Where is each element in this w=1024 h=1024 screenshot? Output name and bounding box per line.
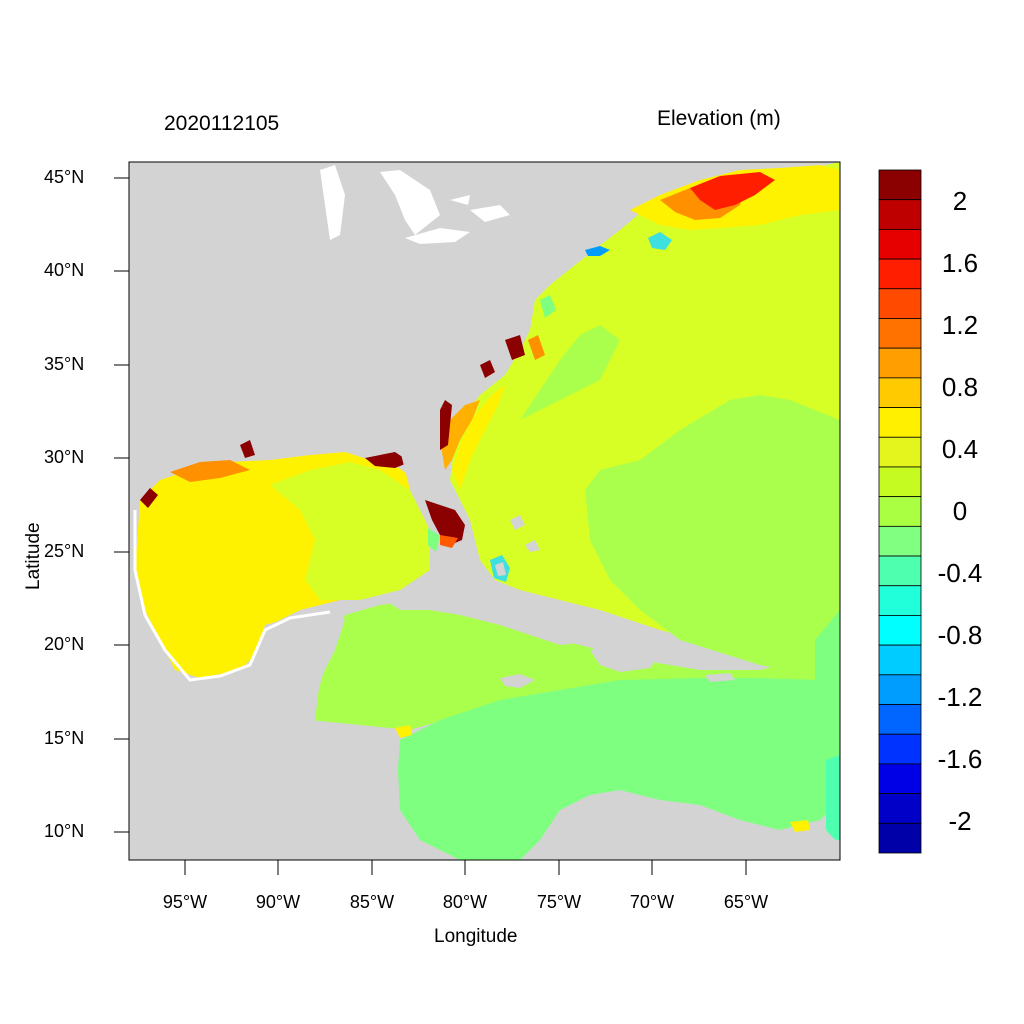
caribbean-east-edge bbox=[815, 610, 840, 790]
caribbean-south bbox=[398, 678, 840, 860]
lon-tick-label: 65°W bbox=[723, 892, 769, 912]
delaware-green bbox=[540, 295, 556, 318]
cuba-land bbox=[385, 590, 590, 645]
great-lakes bbox=[320, 165, 510, 244]
lon-tick-label: 95°W bbox=[162, 892, 208, 912]
colorbar-swatch bbox=[878, 496, 922, 527]
colorbar-swatch bbox=[878, 585, 922, 616]
hispaniola-land bbox=[590, 645, 660, 672]
lon-tick-label: 75°W bbox=[536, 892, 582, 912]
florida-west-teal bbox=[428, 528, 440, 552]
colorbar-swatch bbox=[878, 258, 922, 290]
colorbar-swatch bbox=[878, 555, 922, 587]
colorbar-label: 0.8 bbox=[941, 372, 979, 402]
lat-tick-label: 30°N bbox=[44, 447, 85, 467]
colorbar-swatch bbox=[878, 704, 922, 735]
colorbar-swatch bbox=[878, 318, 922, 349]
orinoco-teal bbox=[826, 755, 840, 845]
colorbar-label: -0.8 bbox=[937, 620, 983, 650]
jamaica-land bbox=[500, 674, 535, 688]
colorbar-label: 1.2 bbox=[941, 310, 979, 340]
colorbar-swatch bbox=[878, 169, 922, 201]
date-label: 2020112105 bbox=[164, 112, 280, 135]
colorbar-label: -2 bbox=[948, 806, 972, 836]
map-panel bbox=[129, 162, 840, 860]
colorbar-swatch bbox=[878, 822, 922, 854]
bahamas-land bbox=[495, 515, 540, 576]
lat-tick-label: 35°N bbox=[44, 354, 85, 374]
florida-keys-orange bbox=[440, 535, 458, 548]
gulf-of-maine-red bbox=[690, 172, 775, 210]
colorbar-swatch bbox=[878, 347, 922, 379]
gulf-central-green bbox=[270, 462, 430, 600]
lat-tick-label: 20°N bbox=[44, 634, 85, 654]
colorbar-swatch bbox=[878, 674, 922, 705]
atlantic-green-band bbox=[520, 325, 620, 420]
caribbean-sea bbox=[310, 600, 840, 730]
colorbar-label: 1.6 bbox=[941, 248, 979, 278]
map-frame bbox=[128, 161, 841, 861]
lat-tick-marks bbox=[114, 177, 129, 833]
lon-tick-label: 85°W bbox=[349, 892, 395, 912]
lon-tick-marks bbox=[184, 860, 747, 875]
y-axis-label: Latitude bbox=[23, 522, 44, 590]
east-coast-orange bbox=[440, 400, 480, 470]
colorbar-swatch bbox=[878, 733, 922, 765]
atlantic-green-region bbox=[585, 395, 840, 680]
colorbar-swatch bbox=[878, 615, 922, 646]
lat-tick-label: 40°N bbox=[44, 260, 85, 280]
colorbar-swatch bbox=[878, 436, 922, 468]
colorbar-label: -0.4 bbox=[937, 558, 983, 588]
colorbar bbox=[878, 169, 922, 854]
variable-label: Elevation (m) bbox=[657, 107, 781, 130]
colorbar-swatch bbox=[878, 288, 922, 319]
colorbar-label: 0 bbox=[952, 496, 968, 526]
lat-tick-label: 15°N bbox=[44, 728, 85, 748]
colorbar-label: 2 bbox=[952, 186, 968, 216]
honduras-coast-yellow bbox=[395, 725, 412, 738]
chesapeake-orange bbox=[528, 335, 545, 360]
trinidad-yellow bbox=[790, 820, 810, 832]
cape-cod-cyan bbox=[648, 232, 672, 250]
colorbar-swatch bbox=[878, 466, 922, 498]
colorbar-label: 0.4 bbox=[941, 434, 979, 464]
colorbar-swatch bbox=[878, 377, 922, 408]
lon-tick-label: 80°W bbox=[442, 892, 488, 912]
colorbar-swatch bbox=[878, 407, 922, 438]
lat-tick-label: 10°N bbox=[44, 821, 85, 841]
yucatan-land bbox=[240, 612, 345, 735]
lon-tick-label: 70°W bbox=[629, 892, 675, 912]
colorbar-swatch bbox=[878, 793, 922, 824]
colorbar-swatch bbox=[878, 644, 922, 676]
south-florida-darkred bbox=[425, 500, 465, 545]
colorbar-swatch bbox=[878, 228, 922, 260]
colorbar-label: -1.2 bbox=[937, 682, 983, 712]
mexico-coast-white bbox=[133, 510, 331, 682]
south-america-land bbox=[560, 795, 840, 860]
east-coast-yellow bbox=[452, 385, 505, 490]
colorbar-swatch bbox=[878, 763, 922, 795]
gulf-coast-orange bbox=[170, 460, 250, 482]
x-axis-label: Longitude bbox=[434, 926, 518, 947]
colorbar-swatch bbox=[878, 525, 922, 557]
long-island-blue bbox=[585, 246, 610, 256]
colorbar-label: -1.6 bbox=[937, 744, 983, 774]
lat-tick-label: 45°N bbox=[44, 167, 85, 187]
lat-tick-label: 25°N bbox=[44, 541, 85, 561]
puerto-rico-land bbox=[705, 673, 735, 682]
carolina-darkred bbox=[440, 335, 525, 450]
lon-tick-label: 90°W bbox=[255, 892, 301, 912]
colorbar-swatch bbox=[878, 199, 922, 230]
